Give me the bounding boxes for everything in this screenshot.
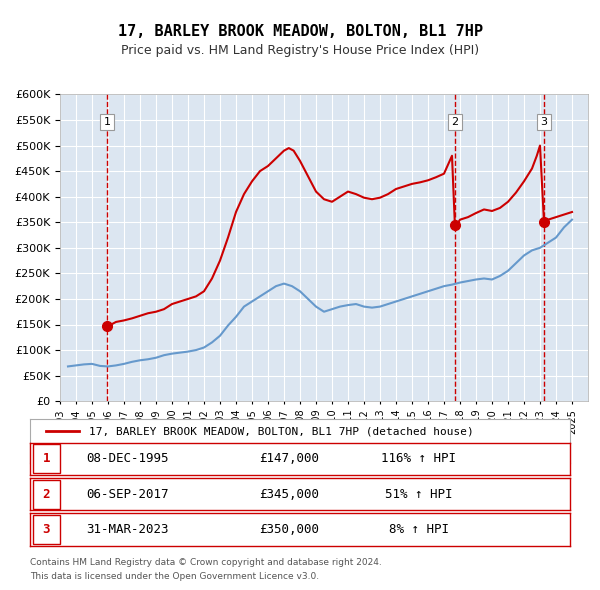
Text: Contains HM Land Registry data © Crown copyright and database right 2024.: Contains HM Land Registry data © Crown c… — [30, 558, 382, 566]
Text: 116% ↑ HPI: 116% ↑ HPI — [382, 452, 457, 466]
Text: 17, BARLEY BROOK MEADOW, BOLTON, BL1 7HP: 17, BARLEY BROOK MEADOW, BOLTON, BL1 7HP — [118, 24, 482, 38]
Text: 1: 1 — [43, 452, 50, 466]
FancyBboxPatch shape — [33, 515, 60, 544]
Text: £147,000: £147,000 — [259, 452, 319, 466]
Text: 51% ↑ HPI: 51% ↑ HPI — [385, 487, 452, 501]
Text: 8% ↑ HPI: 8% ↑ HPI — [389, 523, 449, 536]
Text: 3: 3 — [541, 117, 547, 127]
Text: 2: 2 — [451, 117, 458, 127]
Text: Price paid vs. HM Land Registry's House Price Index (HPI): Price paid vs. HM Land Registry's House … — [121, 44, 479, 57]
Text: This data is licensed under the Open Government Licence v3.0.: This data is licensed under the Open Gov… — [30, 572, 319, 581]
Text: 3: 3 — [43, 523, 50, 536]
Text: 1: 1 — [104, 117, 110, 127]
Text: 17, BARLEY BROOK MEADOW, BOLTON, BL1 7HP (detached house): 17, BARLEY BROOK MEADOW, BOLTON, BL1 7HP… — [89, 427, 474, 436]
Text: HPI: Average price, detached house, Bolton: HPI: Average price, detached house, Bolt… — [89, 446, 373, 455]
FancyBboxPatch shape — [33, 444, 60, 473]
FancyBboxPatch shape — [33, 480, 60, 509]
Text: 31-MAR-2023: 31-MAR-2023 — [86, 523, 169, 536]
Text: £350,000: £350,000 — [259, 523, 319, 536]
Text: £345,000: £345,000 — [259, 487, 319, 501]
Text: 08-DEC-1995: 08-DEC-1995 — [86, 452, 169, 466]
Text: 2: 2 — [43, 487, 50, 501]
Text: 06-SEP-2017: 06-SEP-2017 — [86, 487, 169, 501]
